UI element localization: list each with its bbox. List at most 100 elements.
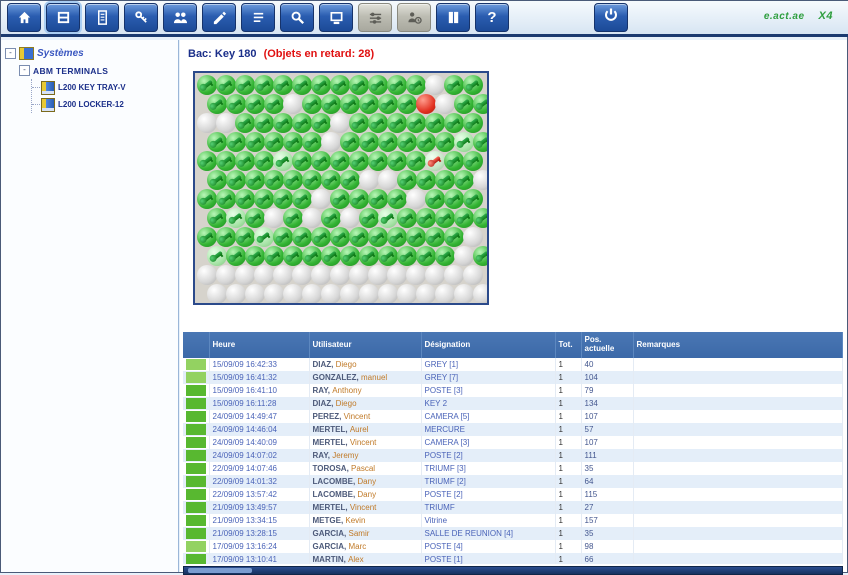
key-slot-empty[interactable] [387,265,407,285]
key-slot-present[interactable] [245,132,265,152]
key-slot-empty[interactable] [368,265,388,285]
key-slot-present[interactable] [349,75,369,95]
key-slot-present[interactable] [283,246,303,266]
key-slot-present[interactable] [264,170,284,190]
key-slot-present[interactable] [387,227,407,247]
key-slot-present-light[interactable] [273,151,293,171]
key-slot-present-light[interactable] [207,246,227,266]
key-slot-empty[interactable] [340,284,360,303]
key-slot-present[interactable] [378,94,398,114]
key-slot-present[interactable] [245,208,265,228]
key-slot-empty[interactable] [444,265,464,285]
key-slot-present[interactable] [397,94,417,114]
key-slot-empty[interactable] [311,265,331,285]
key-slot-present[interactable] [435,208,455,228]
key-slot-present[interactable] [425,113,445,133]
key-slot-present[interactable] [359,132,379,152]
event-row[interactable]: 21/09/09 13:34:15 METGE, Kevin Vitrine 1 157 [183,514,843,527]
key-slot-present[interactable] [235,227,255,247]
col-remarques[interactable]: Remarques [633,332,843,358]
key-slot-present[interactable] [207,170,227,190]
key-slot-present[interactable] [197,227,217,247]
event-row[interactable]: 24/09/09 14:07:02 RAY, Jeremy POSTE [2] 1 11… [183,449,843,462]
key-slot-present[interactable] [340,170,360,190]
col-heure[interactable]: Heure [209,332,310,358]
key-slot-present[interactable] [226,94,246,114]
key-slot-present[interactable] [378,132,398,152]
key-slot-present[interactable] [330,227,350,247]
key-slot-present[interactable] [216,227,236,247]
key-slot-present[interactable] [425,189,445,209]
list-button[interactable] [241,3,275,32]
key-slot-present[interactable] [226,170,246,190]
key-slot-empty[interactable] [292,265,312,285]
key-slot-present-light[interactable] [454,132,474,152]
key-slot-present[interactable] [245,94,265,114]
col-designation[interactable]: Désignation [421,332,556,358]
key-button[interactable] [124,3,158,32]
event-row[interactable]: 15/09/09 16:11:28 DIAZ, Diego KEY 2 1 134 [183,397,843,410]
tree-root-systems[interactable]: - Systèmes [5,45,178,62]
key-slot-empty[interactable] [245,284,265,303]
key-slot-present[interactable] [454,170,474,190]
key-slot-present[interactable] [254,189,274,209]
key-slot-present[interactable] [416,132,436,152]
key-slot-present[interactable] [311,113,331,133]
key-slot-empty[interactable] [435,94,455,114]
key-slot-present[interactable] [235,189,255,209]
key-slot-present[interactable] [283,208,303,228]
key-slot-empty[interactable] [264,208,284,228]
key-slot-present[interactable] [368,113,388,133]
key-slot-present[interactable] [340,94,360,114]
user-time-button[interactable] [397,3,431,32]
key-slot-alarm[interactable] [416,94,436,114]
key-slot-present[interactable] [444,151,464,171]
help-button[interactable]: ? [475,3,509,32]
key-slot-empty[interactable] [359,284,379,303]
report-button[interactable] [85,3,119,32]
settings-button[interactable] [358,3,392,32]
logbook-button[interactable] [436,3,470,32]
key-slot-empty[interactable] [406,265,426,285]
key-slot-present[interactable] [397,246,417,266]
key-slot-present[interactable] [473,246,487,266]
key-slot-present[interactable] [207,208,227,228]
key-slot-present[interactable] [302,170,322,190]
key-slot-present[interactable] [226,132,246,152]
key-slot-present[interactable] [397,132,417,152]
key-slot-present[interactable] [264,246,284,266]
key-slot-present[interactable] [368,75,388,95]
key-slot-empty[interactable] [349,265,369,285]
event-row[interactable]: 15/09/09 16:41:10 RAY, Anthony POSTE [3] 1 7… [183,384,843,397]
col-pos-actuelle[interactable]: Pos. actuelle [581,332,634,358]
horizontal-scrollbar[interactable] [183,566,843,575]
key-slot-present[interactable] [340,246,360,266]
key-slot-present[interactable] [311,227,331,247]
key-slot-present[interactable] [216,75,236,95]
key-slot-empty[interactable] [254,265,274,285]
key-slot-present[interactable] [435,132,455,152]
event-row[interactable]: 15/09/09 16:41:32 GONZALEZ, manuel GREY [7… [183,371,843,384]
collapse-icon[interactable]: - [19,65,30,76]
key-slot-present[interactable] [444,227,464,247]
home-button[interactable] [7,3,41,32]
key-slot-present[interactable] [302,132,322,152]
key-slot-present[interactable] [235,113,255,133]
key-slot-present[interactable] [435,246,455,266]
key-slot-empty[interactable] [321,132,341,152]
key-slot-empty[interactable] [283,94,303,114]
key-slot-present[interactable] [197,75,217,95]
key-slot-present[interactable] [454,208,474,228]
key-slot-empty[interactable] [425,75,445,95]
key-slot-present[interactable] [321,94,341,114]
key-slot-empty[interactable] [406,189,426,209]
key-slot-present[interactable] [273,75,293,95]
collapse-icon[interactable]: - [5,48,16,59]
key-slot-present[interactable] [425,227,445,247]
key-slot-present[interactable] [245,246,265,266]
key-slot-present[interactable] [273,227,293,247]
key-slot-empty[interactable] [197,113,217,133]
col-utilisateur[interactable]: Utilisateur [309,332,422,358]
key-slot-present-light[interactable] [254,227,274,247]
key-slot-empty[interactable] [425,265,445,285]
